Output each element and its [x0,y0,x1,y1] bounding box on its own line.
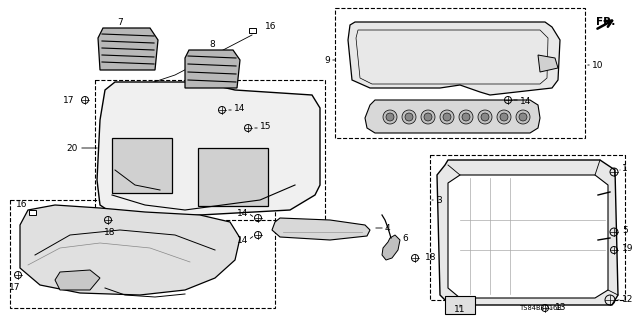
Text: 14: 14 [234,103,245,113]
Polygon shape [20,205,240,295]
Circle shape [424,113,432,121]
Bar [95,80,325,220]
Bar [335,8,585,138]
Polygon shape [98,28,158,70]
Text: 14: 14 [237,236,248,244]
Text: 5: 5 [622,226,628,235]
Text: 11: 11 [454,306,466,315]
Circle shape [516,110,530,124]
Text: 17: 17 [9,284,20,292]
Polygon shape [272,218,370,240]
Circle shape [402,110,416,124]
Polygon shape [365,100,540,133]
Text: 20: 20 [67,143,78,153]
Polygon shape [448,175,608,298]
Text: 3: 3 [436,196,442,204]
Circle shape [383,110,397,124]
Text: 9: 9 [324,55,330,65]
Bar [248,28,255,33]
Text: 18: 18 [425,253,436,262]
Text: FR.: FR. [596,17,616,27]
Text: 18: 18 [104,228,116,236]
Circle shape [462,113,470,121]
Text: 17: 17 [63,95,74,105]
Text: 16: 16 [16,199,28,209]
Text: 10: 10 [592,60,604,69]
Bar [10,200,275,308]
Circle shape [421,110,435,124]
Bar [445,296,475,314]
Text: 14: 14 [520,97,531,106]
Circle shape [405,113,413,121]
Text: 14: 14 [237,209,248,218]
Bar [198,148,268,206]
Polygon shape [538,55,558,72]
Text: 6: 6 [402,234,408,243]
Text: TS84B3716B: TS84B3716B [520,305,563,311]
Circle shape [443,113,451,121]
Polygon shape [437,160,618,305]
Text: 4: 4 [385,223,390,233]
Bar [112,138,172,193]
Circle shape [481,113,489,121]
Circle shape [386,113,394,121]
Polygon shape [185,50,240,88]
Text: 13: 13 [555,303,566,313]
Text: 7: 7 [117,18,123,27]
Circle shape [440,110,454,124]
Bar [29,210,35,214]
Polygon shape [97,82,320,218]
Polygon shape [55,270,100,290]
Text: 16: 16 [265,21,276,30]
Polygon shape [348,22,560,95]
Circle shape [500,113,508,121]
Text: 8: 8 [209,39,215,49]
Circle shape [459,110,473,124]
Bar [430,155,625,300]
Text: 19: 19 [622,244,634,252]
Circle shape [478,110,492,124]
Circle shape [497,110,511,124]
Text: 12: 12 [622,295,634,305]
Circle shape [519,113,527,121]
Text: 15: 15 [260,122,271,131]
Polygon shape [382,235,400,260]
Text: 1: 1 [622,164,628,172]
